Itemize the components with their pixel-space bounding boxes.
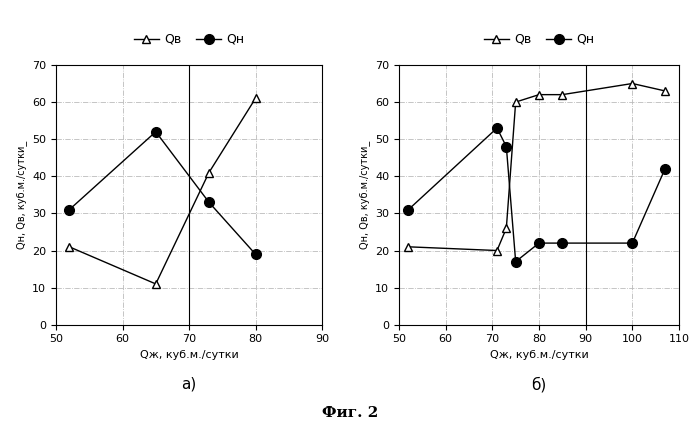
Qн (65, 207, 74, 212)
Line: Qв: Qв (65, 94, 260, 288)
Legend: Qв, Qн: Qв, Qн (129, 28, 249, 51)
Qв (151, 281, 160, 287)
Qв (493, 248, 501, 253)
Qв (65, 244, 74, 249)
Text: б): б) (531, 377, 547, 392)
Qв (661, 88, 669, 94)
X-axis label: Qж, куб.м./сутки: Qж, куб.м./сутки (139, 350, 239, 360)
Line: Qв: Qв (404, 79, 669, 255)
Qв (251, 96, 260, 101)
Qн (628, 240, 636, 246)
Y-axis label: Qн, Qв, куб.м./сутки_: Qн, Qв, куб.м./сутки_ (358, 141, 370, 249)
Qв (628, 81, 636, 86)
Y-axis label: Qн, Qв, куб.м./сутки_: Qн, Qв, куб.м./сутки_ (15, 141, 27, 249)
Qн (558, 240, 566, 246)
Qн (502, 144, 510, 149)
Text: Фиг. 2: Фиг. 2 (322, 406, 378, 420)
Qн (251, 252, 260, 257)
Qн (535, 240, 543, 246)
Text: а): а) (181, 377, 197, 392)
Qв (558, 92, 566, 97)
Qв (512, 100, 520, 105)
Line: Qн: Qн (64, 127, 260, 259)
Qн (661, 166, 669, 171)
Qн (493, 126, 501, 131)
Qв (535, 92, 543, 97)
Legend: Qв, Qн: Qв, Qн (479, 28, 599, 51)
Qв (502, 226, 510, 231)
Qн (512, 259, 520, 264)
Qв (205, 170, 214, 175)
Qн (205, 200, 214, 205)
Line: Qн: Qн (403, 123, 670, 267)
Qн (404, 207, 412, 212)
Qв (404, 244, 412, 249)
X-axis label: Qж, куб.м./сутки: Qж, куб.м./сутки (489, 350, 589, 360)
Qн (151, 129, 160, 134)
